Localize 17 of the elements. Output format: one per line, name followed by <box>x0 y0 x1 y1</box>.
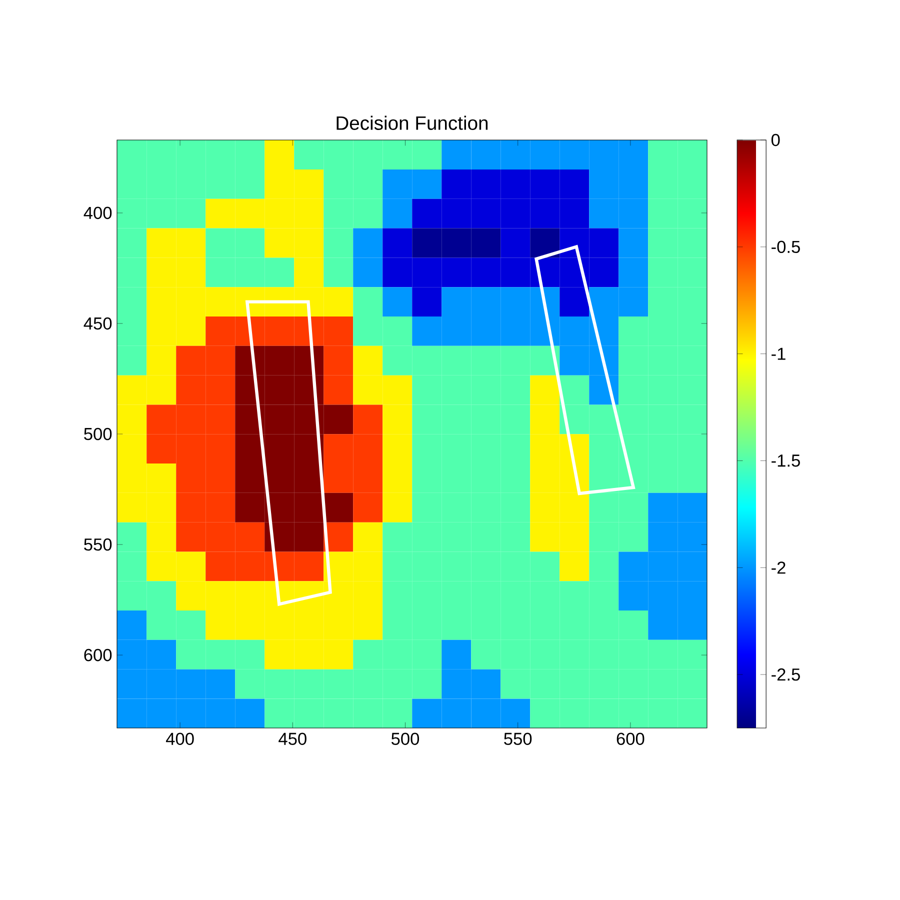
x-tick-label: 600 <box>616 732 644 745</box>
chart-title: Decision Function <box>336 116 488 130</box>
y-tick-label: 400 <box>84 206 112 220</box>
color-bar-label: -1.5 <box>772 454 800 467</box>
y-tick-label: 600 <box>84 648 112 662</box>
color-bar-label: -2 <box>772 562 786 574</box>
color-bar-label: -1 <box>772 348 786 360</box>
x-tick-label: 550 <box>504 732 532 745</box>
y-tick-label: 550 <box>84 538 112 551</box>
color-bar-label: 0 <box>771 134 780 146</box>
color-bar-label: -0.5 <box>772 240 800 254</box>
color-bar-label: -2.5 <box>772 668 800 681</box>
x-tick-label: 450 <box>278 732 306 745</box>
y-tick-label: 450 <box>84 317 112 330</box>
x-tick-label: 500 <box>391 732 420 745</box>
y-tick-label: 500 <box>84 428 112 440</box>
x-tick-label: 400 <box>166 732 194 745</box>
